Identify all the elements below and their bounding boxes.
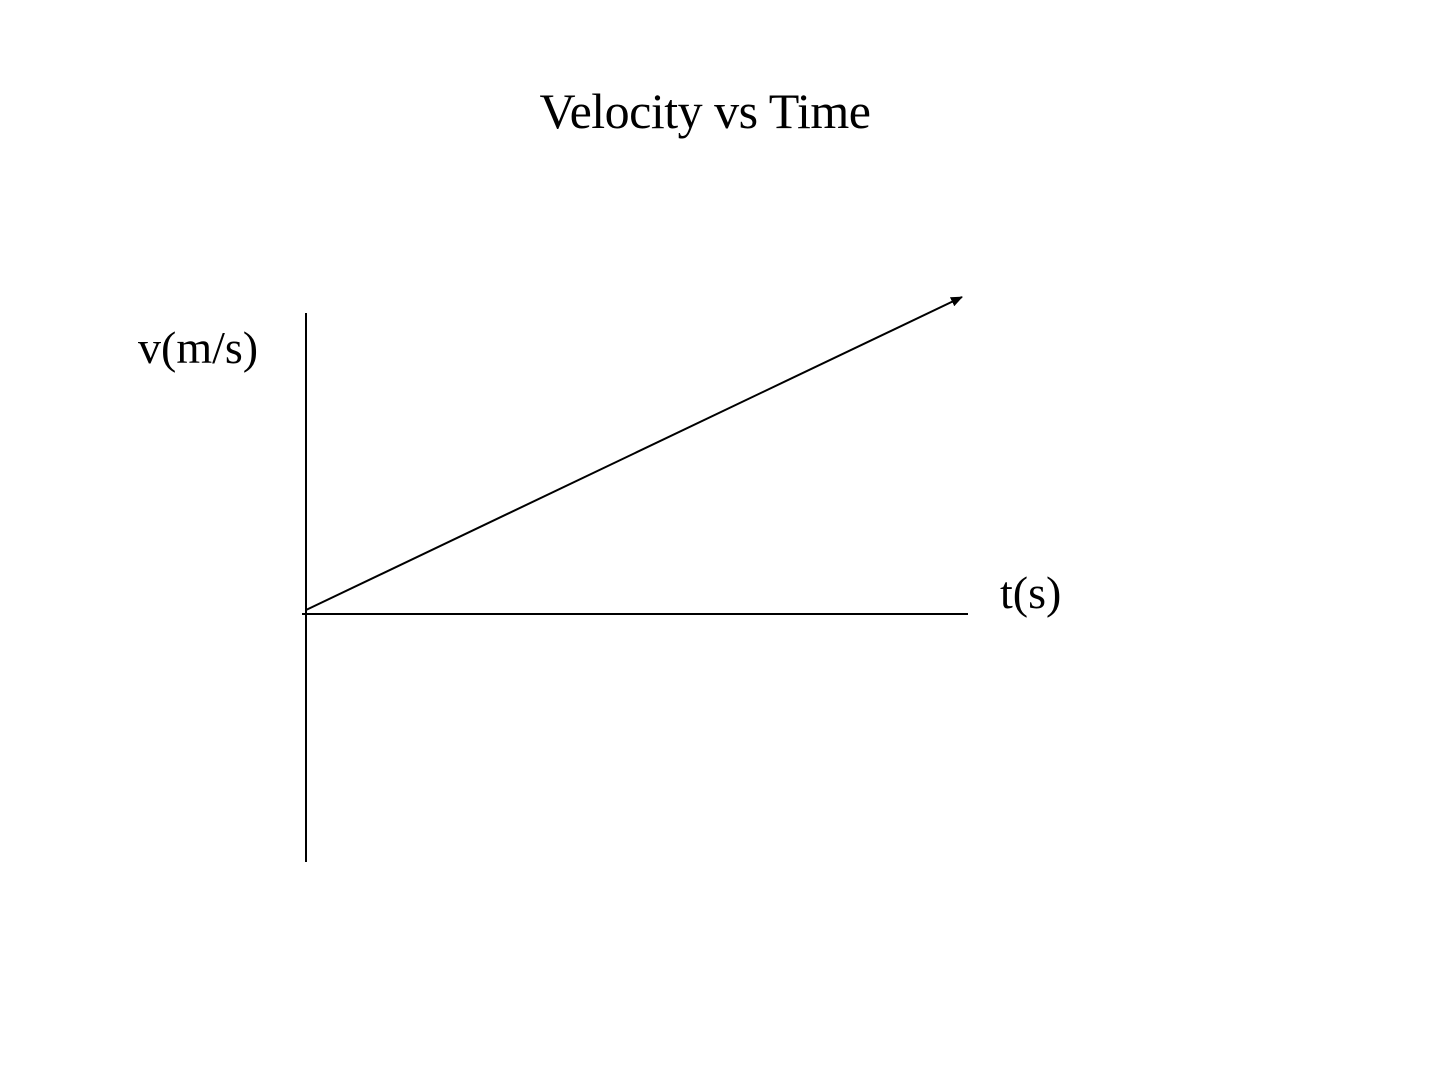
- series-layer: [305, 296, 963, 611]
- velocity-line: [305, 296, 963, 611]
- y-axis-label: v(m/s): [138, 322, 259, 373]
- chart-title: Velocity vs Time: [539, 83, 871, 139]
- x-axis-label: t(s): [1000, 567, 1062, 618]
